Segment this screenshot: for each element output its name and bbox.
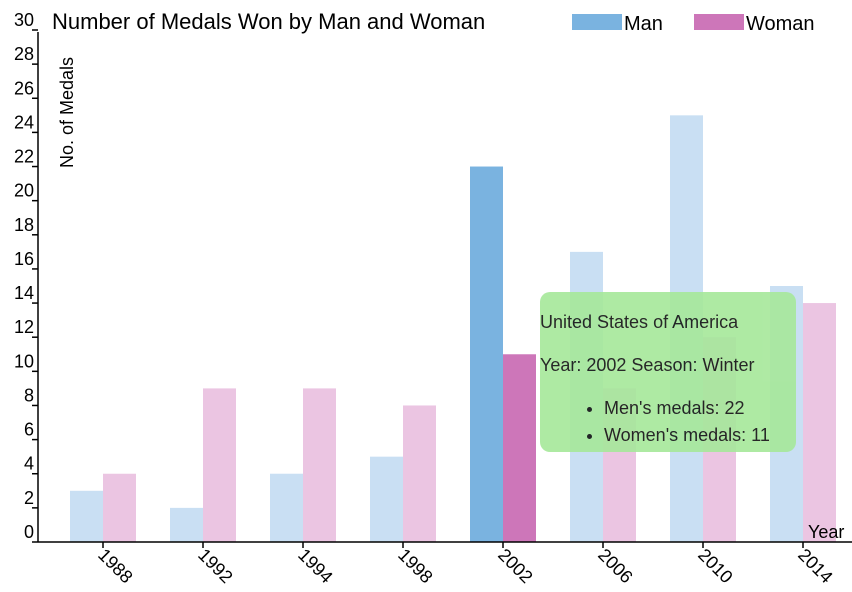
y-tick-label: 12 [14,317,34,337]
bar-woman-1998[interactable] [403,405,436,542]
y-tick-label: 6 [24,420,34,440]
x-tick-label: 1994 [294,545,336,587]
tooltip-year-season: Year: 2002 Season: Winter [540,355,755,375]
bar-man-1988[interactable] [70,490,103,542]
y-tick-label: 14 [14,283,34,303]
y-tick-label: 10 [14,351,34,371]
y-tick-label: 24 [14,112,34,132]
bar-man-1992[interactable] [170,507,203,542]
bar-man-2002[interactable] [470,166,503,543]
x-axis-ticks: 1988 1992 1994 1998 2002 2006 2010 2014 [94,542,837,587]
x-tick-label: 2006 [594,545,636,587]
tooltip-men-medals: Men's medals: 22 [604,398,796,419]
y-tick-label: 0 [24,522,34,542]
tooltip-medal-list: Men's medals: 22 Women's medals: 11 [540,398,796,446]
y-tick-label: 16 [14,249,34,269]
x-tick-label: 1998 [394,545,436,587]
legend-label-man: Man [624,13,663,35]
y-tick-label: 30 [14,10,34,30]
legend-label-woman: Woman [746,13,815,35]
bar-woman-1988[interactable] [103,473,136,542]
y-axis-title: No. of Medals [57,57,77,168]
y-tick-label: 8 [24,385,34,405]
y-tick-label: 2 [24,488,34,508]
x-axis-title: Year [808,522,844,542]
x-tick-label: 2002 [494,545,536,587]
bars-group [70,115,836,543]
bar-man-1994[interactable] [270,473,303,542]
x-tick-label: 2014 [794,545,836,587]
bar-woman-2002[interactable] [503,354,536,542]
y-tick-label: 20 [14,181,34,201]
bar-woman-2014[interactable] [803,303,836,542]
x-tick-label: 1988 [94,545,136,587]
tooltip-women-medals: Women's medals: 11 [604,425,796,446]
y-tick-label: 28 [14,44,34,64]
chart-title: Number of Medals Won by Man and Woman [52,9,485,34]
bar-woman-1992[interactable] [203,388,236,542]
legend-swatch-woman [694,14,744,30]
tooltip-country: United States of America [540,312,739,332]
data-tooltip: United States of America Year: 2002 Seas… [540,292,796,452]
legend: Man Woman [572,13,815,35]
x-tick-label: 1992 [194,545,236,587]
y-tick-label: 22 [14,147,34,167]
y-tick-label: 26 [14,78,34,98]
legend-swatch-man [572,14,622,30]
bar-woman-1994[interactable] [303,388,336,542]
x-tick-label: 2010 [694,545,736,587]
bar-man-1998[interactable] [370,456,403,542]
y-tick-label: 18 [14,215,34,235]
y-tick-label: 4 [24,454,34,474]
